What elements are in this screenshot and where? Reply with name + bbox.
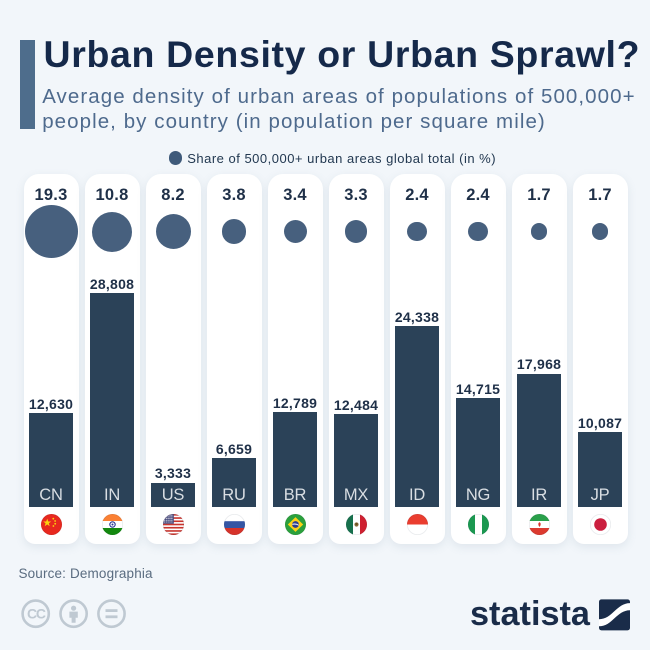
svg-text:statista: statista <box>470 598 591 633</box>
svg-text:CC: CC <box>27 605 46 621</box>
